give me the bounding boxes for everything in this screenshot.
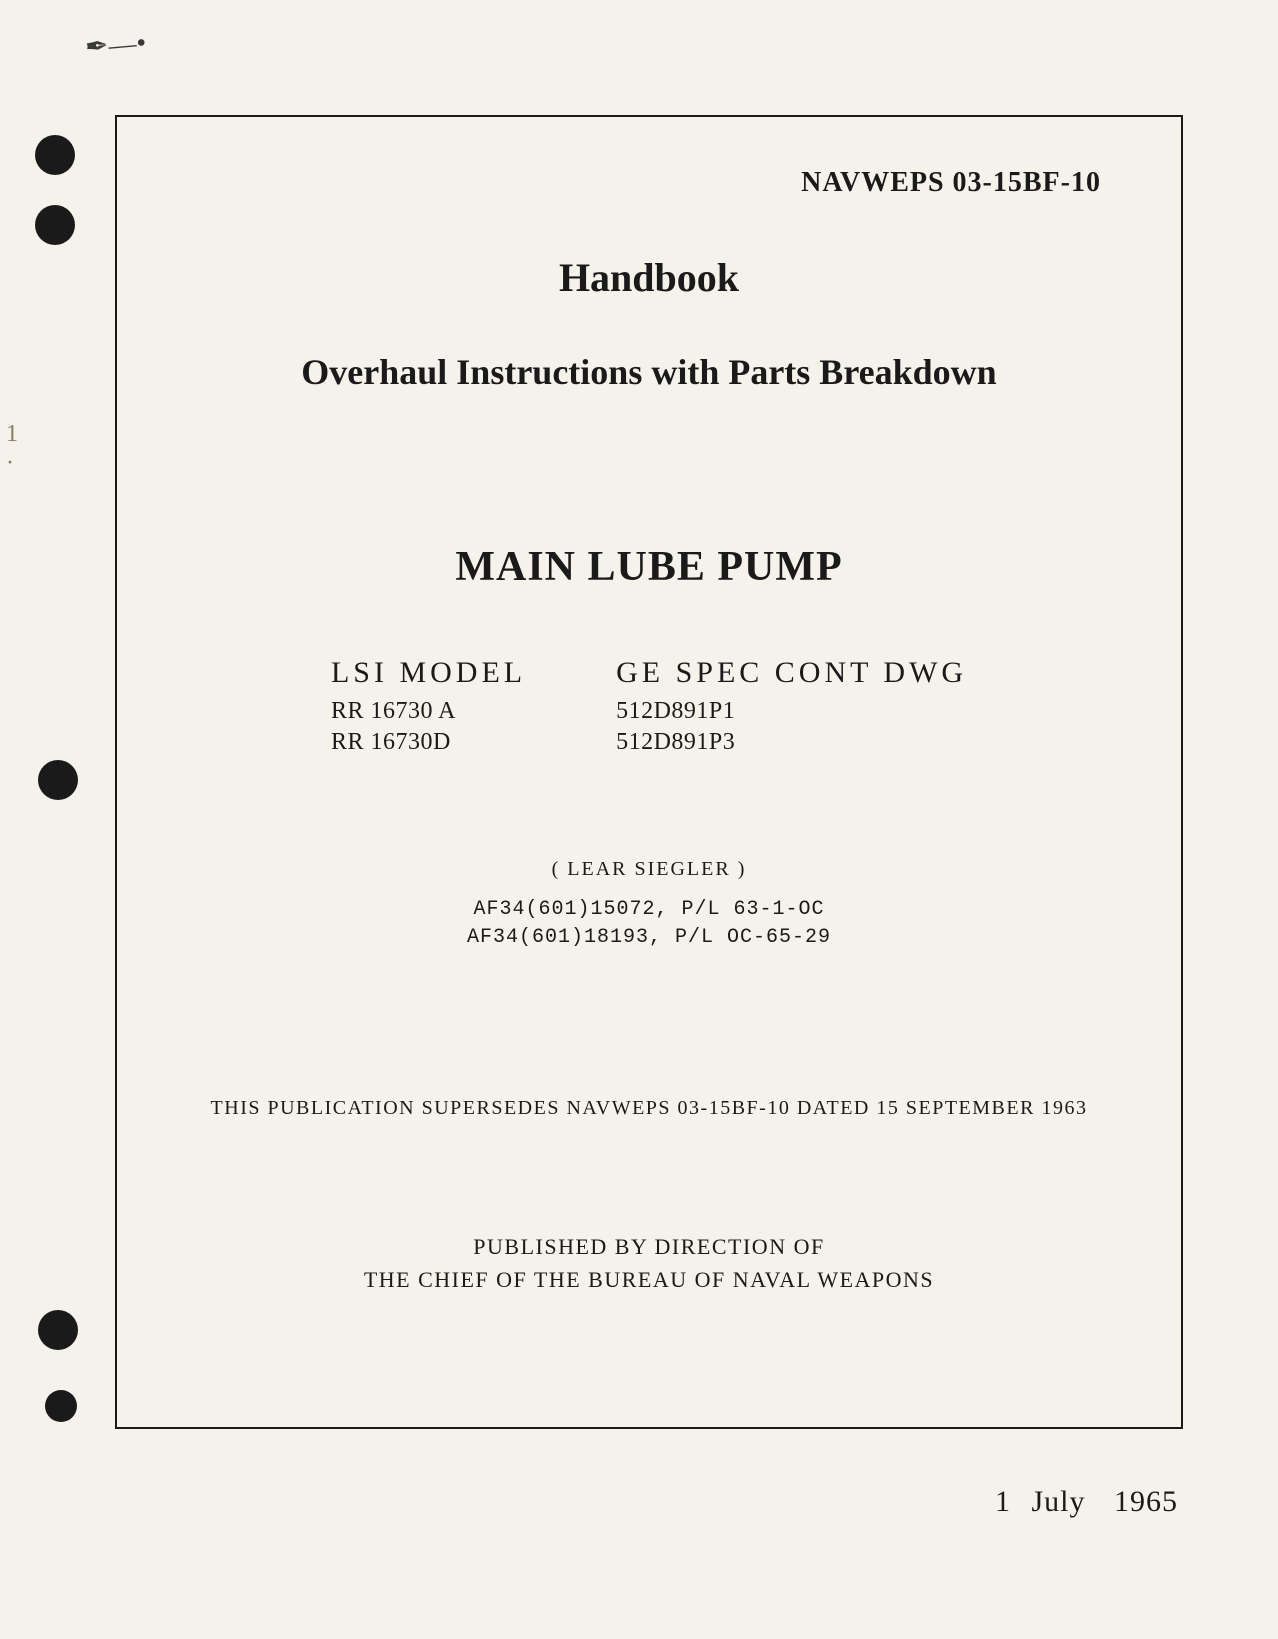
handbook-heading: Handbook: [187, 254, 1111, 301]
punch-hole: [45, 1390, 77, 1422]
date-year: 1965: [1114, 1485, 1178, 1518]
manufacturer-name: ( LEAR SIEGLER ): [187, 858, 1111, 881]
lsi-model-column: LSI MODEL RR 16730 A RR 16730D: [331, 656, 526, 758]
date-day: 1: [995, 1485, 1011, 1518]
lsi-model-item: RR 16730 A: [331, 696, 526, 727]
content-frame: NAVWEPS 03-15BF-10 Handbook Overhaul Ins…: [115, 115, 1183, 1429]
supersedes-notice: THIS PUBLICATION SUPERSEDES NAVWEPS 03-1…: [187, 1097, 1111, 1120]
top-scribble-mark: ✒—•: [84, 25, 148, 64]
document-page: ✒—• 1· NAVWEPS 03-15BF-10 Handbook Overh…: [0, 0, 1278, 1639]
contract-line: AF34(601)15072, P/L 63-1-OC: [187, 896, 1111, 924]
punch-hole: [35, 205, 75, 245]
publisher-line: PUBLISHED BY DIRECTION OF: [187, 1230, 1111, 1263]
ge-spec-item: 512D891P1: [616, 696, 967, 727]
punch-hole: [38, 760, 78, 800]
punch-hole: [35, 135, 75, 175]
ge-spec-item: 512D891P3: [616, 727, 967, 758]
lsi-model-header: LSI MODEL: [331, 656, 526, 690]
punch-hole: [38, 1310, 78, 1350]
document-number: NAVWEPS 03-15BF-10: [187, 167, 1101, 199]
ge-spec-header: GE SPEC CONT DWG: [616, 656, 967, 690]
contract-line: AF34(601)18193, P/L OC-65-29: [187, 924, 1111, 952]
lsi-model-item: RR 16730D: [331, 727, 526, 758]
margin-mark: 1·: [6, 420, 18, 478]
ge-spec-column: GE SPEC CONT DWG 512D891P1 512D891P3: [616, 656, 967, 758]
publisher-line: THE CHIEF OF THE BUREAU OF NAVAL WEAPONS: [187, 1263, 1111, 1296]
publisher-block: PUBLISHED BY DIRECTION OF THE CHIEF OF T…: [187, 1230, 1111, 1296]
contract-numbers: AF34(601)15072, P/L 63-1-OC AF34(601)181…: [187, 896, 1111, 952]
model-spec-row: LSI MODEL RR 16730 A RR 16730D GE SPEC C…: [187, 656, 1111, 758]
main-title: MAIN LUBE PUMP: [187, 543, 1111, 591]
date-month: July: [1031, 1485, 1085, 1518]
publication-date: 1 July 1965: [995, 1485, 1178, 1519]
subtitle-heading: Overhaul Instructions with Parts Breakdo…: [187, 351, 1111, 393]
